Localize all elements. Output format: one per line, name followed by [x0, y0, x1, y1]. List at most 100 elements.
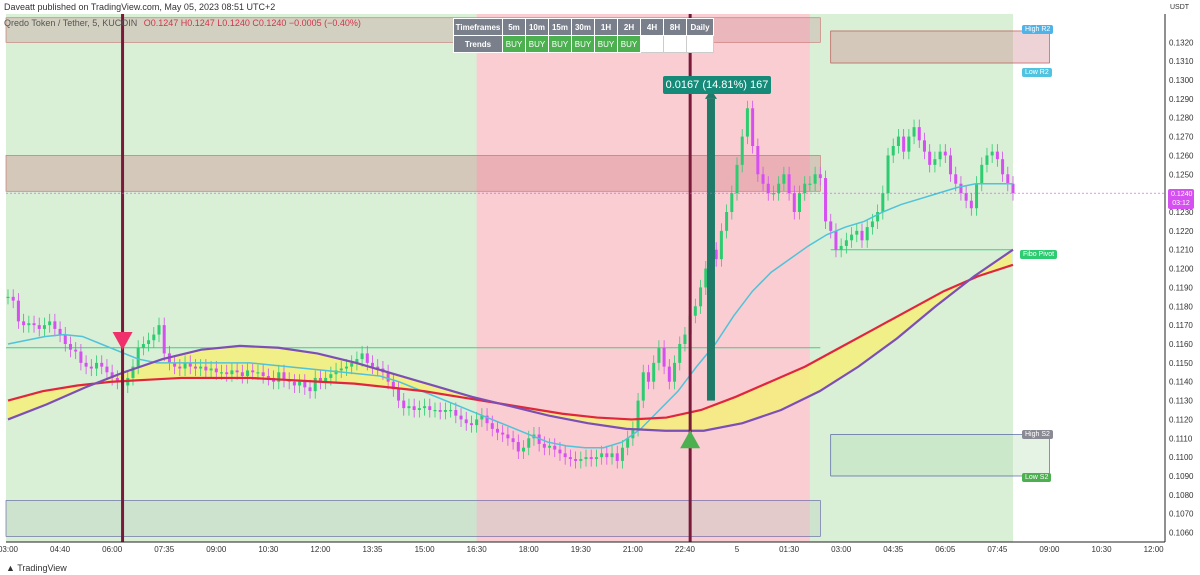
candle-body — [209, 368, 213, 371]
candle-body — [787, 174, 791, 194]
ohlc-readout: O0.1247 H0.1247 L0.1240 C0.1240 −0.0005 … — [143, 18, 361, 28]
candles — [6, 100, 1015, 469]
candle-body — [376, 366, 380, 369]
candle-body — [1011, 183, 1015, 194]
y-tick-label: 0.1150 — [1169, 359, 1193, 368]
candle-body — [714, 249, 718, 260]
x-tick-label: 06:00 — [102, 545, 123, 554]
candle-body — [834, 230, 838, 250]
candle-body — [27, 323, 31, 326]
candle-body — [324, 377, 328, 382]
candle-body — [881, 193, 885, 212]
candle-body — [371, 362, 375, 367]
publisher-text: Daveatt published on TradingView.com, Ma… — [4, 2, 276, 12]
candle-body — [350, 362, 354, 367]
trend-15m: BUY — [548, 35, 572, 53]
candle-body — [298, 381, 302, 386]
candle-body — [584, 457, 588, 460]
candle-body — [480, 415, 484, 420]
tradingview-logo-icon: ▲ — [6, 563, 15, 573]
candle-body — [855, 230, 859, 235]
timeframe-10m: 10m — [525, 18, 549, 36]
candle-body — [870, 221, 874, 228]
y-tick-label: 0.1230 — [1169, 208, 1194, 217]
buy-arrow-icon — [680, 430, 701, 449]
candle-body — [490, 423, 494, 429]
candle-body — [839, 245, 843, 250]
candle-body — [954, 174, 958, 184]
candle-body — [162, 325, 166, 354]
timeframes-header: Timeframes — [453, 18, 503, 36]
candle-body — [204, 366, 208, 371]
candle-body — [449, 410, 453, 412]
candle-body — [469, 423, 473, 426]
x-tick-label: 07:45 — [987, 545, 1008, 554]
tradingview-brand[interactable]: TradingView — [17, 563, 67, 573]
trend-1h: BUY — [594, 35, 618, 53]
fibo-pivot-tag: Fibo Pivot — [1020, 250, 1058, 259]
x-tick-label: 10:30 — [1092, 545, 1113, 554]
candle-body — [886, 155, 890, 194]
last-price-value: 0.1240 — [1171, 191, 1193, 198]
r2-zone — [830, 30, 1050, 64]
candle-body — [79, 351, 83, 363]
candle-body — [454, 410, 458, 416]
candle-body — [662, 347, 666, 367]
candle-body — [548, 445, 552, 448]
candle-body — [673, 362, 677, 382]
timeframe-daily: Daily — [686, 18, 714, 36]
resistance-zone-mid — [5, 155, 821, 192]
candle-body — [261, 372, 265, 377]
candle-body — [1006, 174, 1010, 184]
trend-daily — [686, 35, 714, 53]
y-tick-label: 0.1090 — [1169, 472, 1194, 481]
timeframe-30m: 30m — [571, 18, 595, 36]
x-tick-label: 16:30 — [467, 545, 488, 554]
candle-body — [943, 151, 947, 156]
candle-body — [600, 453, 604, 458]
y-tick-label: 0.1160 — [1169, 340, 1193, 349]
trend-4h — [640, 35, 664, 53]
candle-body — [100, 362, 104, 367]
session-backgrounds — [6, 14, 1165, 542]
y-tick-label: 0.1260 — [1169, 151, 1194, 160]
candle-body — [813, 174, 817, 184]
x-tick-label: 03:00 — [0, 545, 19, 554]
y-tick-label: 0.1270 — [1169, 133, 1194, 142]
candle-body — [574, 459, 578, 461]
candle-body — [959, 183, 963, 194]
candle-body — [678, 344, 682, 363]
candle-body — [605, 453, 609, 458]
measure-arrow-icon — [704, 89, 717, 99]
x-tick-label: 06:05 — [935, 545, 956, 554]
candle-body — [84, 362, 88, 367]
candle-body — [907, 136, 911, 152]
candle-body — [928, 151, 932, 165]
candle-body — [63, 334, 67, 344]
candle-body — [652, 362, 656, 382]
candle-body — [219, 372, 223, 374]
candle-body — [579, 459, 583, 461]
candle-body — [459, 415, 463, 420]
y-tick-label: 0.1170 — [1169, 321, 1193, 330]
candle-body — [527, 438, 531, 448]
candle-body — [329, 374, 333, 378]
candle-body — [704, 268, 708, 288]
symbol-label[interactable]: Qredo Token / Tether, 5, KUCOIN — [4, 18, 138, 28]
candle-body — [594, 457, 598, 460]
candle-body — [438, 410, 442, 412]
signal-markers — [6, 14, 1165, 542]
x-tick-label: 5 — [735, 545, 740, 554]
s2-zone — [830, 434, 1050, 477]
candle-body — [980, 164, 984, 184]
candle-body — [506, 434, 510, 439]
candle-body — [397, 389, 401, 401]
trend-5m: BUY — [502, 35, 526, 53]
candle-body — [761, 174, 765, 184]
candle-body — [417, 408, 421, 410]
x-tick-label: 03:00 — [831, 545, 852, 554]
candle-body — [610, 453, 614, 458]
candle-body — [157, 325, 161, 335]
candle-body — [183, 362, 187, 369]
